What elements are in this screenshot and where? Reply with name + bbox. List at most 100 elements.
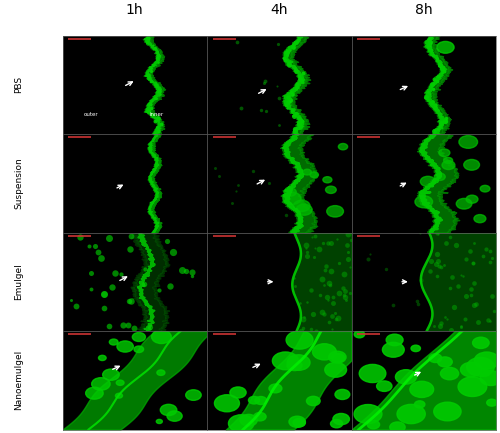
Point [156,91,164,98]
Point [146,68,154,75]
Point [427,83,435,90]
Circle shape [116,380,124,385]
Point [322,263,330,270]
Point [427,46,435,53]
Point [274,40,282,47]
Circle shape [92,378,110,390]
Point [147,78,155,85]
Point [282,212,290,219]
Point [434,257,442,264]
Circle shape [117,341,134,352]
Point [442,239,450,246]
Point [438,70,446,77]
Point [290,41,298,48]
Point [140,281,148,288]
Circle shape [354,404,382,423]
Point [432,260,440,267]
Point [154,127,162,134]
Point [416,230,424,237]
Point [422,94,430,100]
Circle shape [86,387,103,399]
Point [324,279,332,286]
Circle shape [415,196,432,208]
Point [434,125,442,132]
Point [108,284,116,291]
Point [334,260,342,267]
Point [434,73,442,80]
Point [328,312,336,319]
Point [328,294,336,301]
Circle shape [287,355,310,370]
Circle shape [325,362,346,377]
Point [118,271,126,278]
Point [454,282,462,289]
Circle shape [116,393,122,398]
Circle shape [444,157,452,164]
Point [105,323,113,330]
Point [292,38,300,45]
Point [328,326,336,333]
Circle shape [396,370,416,384]
Point [438,112,446,119]
Point [452,241,460,248]
Point [157,121,165,128]
Point [294,83,302,90]
Circle shape [110,339,118,345]
Point [88,286,96,293]
Point [273,83,281,90]
Circle shape [287,360,302,371]
Point [308,325,316,332]
Point [319,240,327,247]
Point [344,249,352,255]
Point [298,117,306,124]
Point [436,62,444,69]
Point [324,294,332,301]
Point [332,236,340,243]
Point [76,233,84,240]
Point [234,181,241,188]
Point [435,59,443,66]
Point [457,271,465,278]
Point [436,323,444,330]
Point [346,290,354,297]
Circle shape [306,396,320,406]
Point [292,125,300,132]
Point [433,250,441,257]
Point [232,187,240,194]
Point [430,86,438,93]
Circle shape [160,404,177,416]
Point [344,255,352,262]
Point [182,268,190,275]
Point [486,318,494,325]
Point [308,233,316,240]
Point [427,258,435,265]
Circle shape [429,354,442,362]
Point [437,263,445,270]
Point [315,246,323,253]
Circle shape [326,206,344,217]
Point [346,263,354,270]
Point [430,128,438,135]
Point [288,91,296,98]
Point [382,265,390,272]
Point [302,244,310,251]
Point [292,86,300,93]
Point [154,55,162,61]
Point [486,248,494,255]
Point [275,94,283,101]
Point [434,107,442,114]
Circle shape [284,188,296,196]
Point [100,291,108,297]
Point [233,39,241,46]
Point [149,61,157,68]
Point [67,297,75,304]
Point [470,259,478,266]
Point [426,38,434,45]
Circle shape [98,355,106,361]
Point [486,259,494,265]
Point [262,78,270,85]
Point [366,251,374,258]
Point [290,275,298,281]
Point [166,282,174,289]
Point [488,293,496,300]
